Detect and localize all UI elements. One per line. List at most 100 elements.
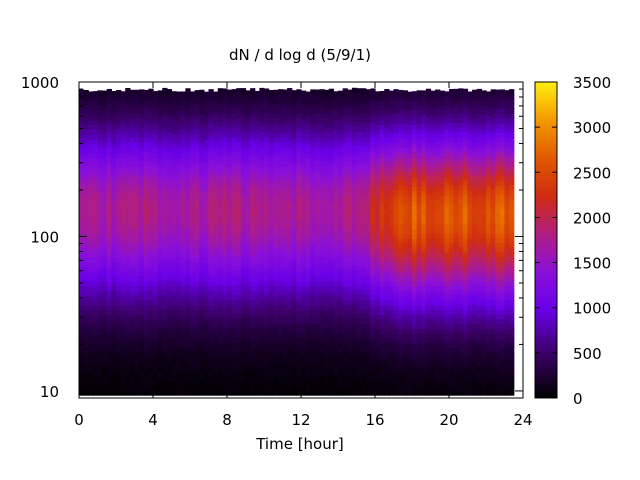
heatmap-cell (379, 152, 385, 159)
heatmap-cell (185, 184, 191, 190)
heatmap-cell (111, 157, 117, 163)
heatmap-cell (301, 157, 307, 163)
heatmap-cell (134, 266, 140, 272)
heatmap-cell (351, 332, 358, 339)
heatmap-cell (393, 218, 399, 224)
heatmap-cell (370, 198, 376, 205)
heatmap-cell (250, 260, 256, 267)
heatmap-cell (412, 238, 418, 244)
heatmap-cell (116, 180, 122, 186)
heatmap-cell (106, 93, 112, 100)
heatmap-cell (430, 195, 436, 201)
heatmap-cell (421, 223, 427, 230)
heatmap-cell (199, 99, 205, 105)
heatmap-cell (185, 193, 191, 200)
heatmap-cell (365, 342, 371, 348)
heatmap-cell (245, 128, 251, 134)
heatmap-cell (356, 145, 362, 152)
heatmap-cell (365, 237, 371, 243)
heatmap-cell (273, 361, 279, 368)
heatmap-cell (425, 146, 432, 152)
heatmap-cell (180, 243, 186, 249)
heatmap-cell (425, 261, 432, 267)
heatmap-cell (240, 385, 247, 391)
heatmap-cell (402, 290, 408, 296)
heatmap-cell (277, 280, 284, 286)
heatmap-cell (227, 99, 233, 105)
heatmap-cell (116, 104, 122, 110)
heatmap-cell (342, 179, 348, 185)
heatmap-cell (365, 275, 371, 281)
heatmap-cell (245, 209, 251, 215)
heatmap-cell (416, 342, 422, 349)
heatmap-cell (231, 366, 237, 372)
heatmap-cell (236, 337, 242, 343)
heatmap-cell (134, 347, 140, 353)
heatmap-cell (222, 203, 228, 209)
heatmap-cell (231, 227, 237, 234)
heatmap-cell (139, 352, 145, 358)
heatmap-cell (157, 109, 163, 115)
heatmap-cell (370, 260, 376, 267)
heatmap-cell (375, 219, 381, 225)
heatmap-cell (305, 371, 311, 377)
heatmap-cell (379, 285, 385, 292)
heatmap-cell (301, 166, 307, 173)
heatmap-cell (412, 300, 418, 306)
heatmap-cell (365, 294, 371, 301)
heatmap-cell (296, 137, 302, 143)
heatmap-cell (106, 160, 112, 167)
heatmap-cell (199, 161, 205, 167)
heatmap-cell (153, 95, 159, 102)
heatmap-cell (217, 299, 223, 305)
heatmap-cell (106, 289, 112, 296)
heatmap-cell (236, 246, 242, 252)
heatmap-cell (102, 390, 108, 396)
heatmap-cell (379, 300, 385, 306)
heatmap-cell (176, 300, 182, 306)
heatmap-cell (319, 218, 325, 224)
heatmap-cell (116, 99, 122, 105)
heatmap-cell (333, 266, 339, 273)
heatmap-cell (296, 366, 302, 372)
heatmap-cell (338, 209, 344, 215)
heatmap-cell (356, 385, 362, 391)
heatmap-cell (370, 361, 376, 367)
heatmap-cell (398, 123, 404, 129)
heatmap-cell (388, 157, 395, 163)
heatmap-cell (402, 161, 408, 168)
heatmap-cell (139, 261, 145, 267)
heatmap-cell (106, 194, 112, 200)
heatmap-cell (347, 256, 353, 263)
heatmap-cell (328, 127, 334, 133)
heatmap-cell (365, 375, 371, 382)
heatmap-cell (435, 99, 441, 105)
heatmap-cell (217, 193, 223, 200)
heatmap-cell (83, 228, 89, 234)
heatmap-cells (79, 87, 515, 396)
heatmap-cell (171, 385, 177, 391)
heatmap-cell (287, 342, 293, 348)
heatmap-cell (412, 105, 418, 111)
heatmap-cell (319, 113, 325, 119)
heatmap-cell (277, 323, 284, 329)
heatmap-cell (264, 117, 270, 123)
heatmap-cell (217, 107, 223, 113)
heatmap-cell (268, 213, 274, 220)
heatmap-cell (291, 280, 297, 287)
heatmap-cell (365, 122, 371, 129)
heatmap-cell (379, 333, 385, 339)
heatmap-cell (361, 275, 367, 281)
heatmap-cell (231, 289, 237, 296)
heatmap-cell (282, 247, 288, 253)
heatmap-cell (351, 164, 358, 170)
heatmap-cell (268, 342, 274, 349)
heatmap-cell (111, 380, 117, 387)
heatmap-cell (217, 323, 223, 329)
heatmap-cell (125, 380, 131, 387)
heatmap-cell (245, 104, 251, 110)
heatmap-cell (190, 205, 196, 211)
heatmap-cell (287, 279, 293, 286)
heatmap-cell (171, 138, 177, 145)
heatmap-cell (92, 281, 99, 287)
